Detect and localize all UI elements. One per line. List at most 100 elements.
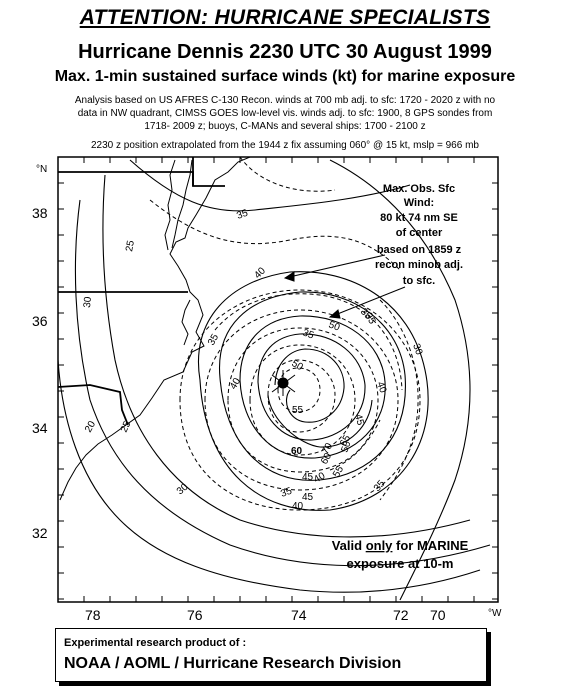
map-frame [57,156,499,603]
isotach-dashed-ring-3 [227,327,379,473]
solid-isotachs [58,159,491,601]
isotach-dashed-far-east [379,299,419,501]
contour-label: 45 [302,472,314,483]
analysis-note-1: Analysis based on US AFRES C-130 Recon. … [74,95,496,106]
inflow-arrow [329,286,406,318]
isotach-dashed-ring-2 [204,309,399,491]
isotach-40-ring [218,291,406,481]
isotach-dashed-ring-4 [249,344,356,456]
lat-label-38: 38 [32,205,48,221]
analysis-note-4: 2230 z position extrapolated from the 19… [91,140,479,151]
contour-label: 65 [338,433,353,449]
lat-label-32: 32 [32,525,48,541]
contour-label: 25 [124,239,137,252]
chesapeake-bay [171,159,193,249]
contour-label: 45 [352,413,366,427]
lon-label-76: 76 [187,607,203,623]
isotach-inner [267,394,373,448]
storm-center [271,370,296,396]
contour-label: 40 [312,470,328,485]
pamlico-sound [181,299,191,346]
contour-label: 55 [292,405,304,416]
valid-note-line-1: Valid only for MARINE [332,538,469,553]
contour-label: 30 [82,296,94,308]
obs-note-line: Max. Obs. Sfc [383,183,455,195]
isotach-dashed-outer-1 [149,199,401,271]
inflow-arrow-head [328,309,341,319]
storm-center-hatch [271,370,296,396]
valid-note-after: for MARINE [392,538,468,553]
lon-label-70: 70 [430,607,446,623]
lon-label-74: 74 [291,607,307,623]
contour-label: 40 [228,376,243,392]
contour-label: 60 [319,451,334,467]
isotach-35-outer [198,271,429,511]
dashed-contour-labels: 35 40 45 50 40 35 55 60 65 70 50 55 40 3… [279,311,388,512]
obs-pointer-arrow [284,254,386,279]
contour-label: 20 [83,419,98,435]
contour-label: 35 [206,332,221,348]
dashed-isotachs [149,157,421,511]
contour-label: 50 [327,319,342,333]
contour-label: 35 [362,311,377,327]
lon-label-72: 72 [393,607,409,623]
contour-label: 40 [374,380,388,395]
analysis-note-2: data in NW quadrant, CIMSS GOES low-leve… [77,108,493,119]
contour-label: 35 [301,327,316,341]
obs-note-line: based on 1859 z [377,244,462,256]
coastline [59,157,251,501]
map-plot-area [58,157,491,601]
state-border-md-pa [58,171,225,187]
obs-note-line: recon minob adj. [375,259,463,271]
isotach-dashed-35 [214,293,403,391]
attention-banner: ATTENTION: HURRICANE SPECIALISTS [79,6,491,29]
footer-credit-box: Experimental research product of : NOAA … [55,628,487,682]
isotach-dashed-ring-5 [267,359,336,433]
valid-note-before: Valid [332,538,366,553]
contour-label: 35 [235,208,250,222]
obs-note-line: 80 kt 74 nm SE [380,212,458,224]
obs-note-line: of center [396,227,443,239]
valid-note: Valid only for MARINE exposure at 10-m [332,538,469,571]
lat-unit: °N [36,164,47,175]
map-title: Hurricane Dennis 2230 UTC 30 August 1999 [78,41,492,63]
isotach-35-north [129,159,411,212]
lat-label-34: 34 [32,420,48,436]
obs-pointer-head [283,271,295,282]
contour-label: 40 [252,265,268,281]
isotach-30-east [329,159,471,601]
isotach-dashed-ring-6 [277,367,321,413]
lon-label-78: 78 [85,607,101,623]
isotach-dashed-outer-2 [239,157,336,192]
obs-note-line: Wind: [404,197,434,209]
contour-label: 30 [410,342,424,357]
isotach-50-ring [257,333,366,441]
contour-label: 35 [372,478,388,494]
contour-label: 60 [291,446,303,457]
axis-ticks [57,156,498,602]
footer-line-2: NOAA / AOML / Hurricane Research Divisio… [64,655,402,672]
isotach-dashed-southeast [329,419,381,471]
obs-note-line: to sfc. [403,275,435,287]
delmarva-shore [164,159,176,251]
valid-note-line-2: exposure at 10-m [347,556,454,571]
contour-label: 55 [331,464,346,480]
contour-label: 35 [279,486,294,500]
isotach-spiral [274,348,345,423]
contour-label: 70 [320,441,335,457]
analysis-note-3: 1718- 2009 z; buoys, C-MANs and several … [144,121,426,132]
isotach-30-west [102,174,471,538]
contour-label: 25 [119,419,134,434]
contour-label: 30 [175,481,191,497]
contour-label: 50 [290,358,306,373]
isotach-20-solid [58,359,481,593]
footer-line-1: Experimental research product of : [64,637,247,649]
lon-unit: °W [488,608,502,619]
map-subtitle: Max. 1-min sustained surface winds (kt) … [54,68,516,85]
isotach-25-solid [74,199,491,567]
contour-label: 45 [302,492,314,503]
valid-note-only: only [366,538,393,553]
contour-label: 40 [292,501,304,512]
max-obs-wind-note: Max. Obs. Sfc Wind: 80 kt 74 nm SE of ce… [375,183,463,287]
